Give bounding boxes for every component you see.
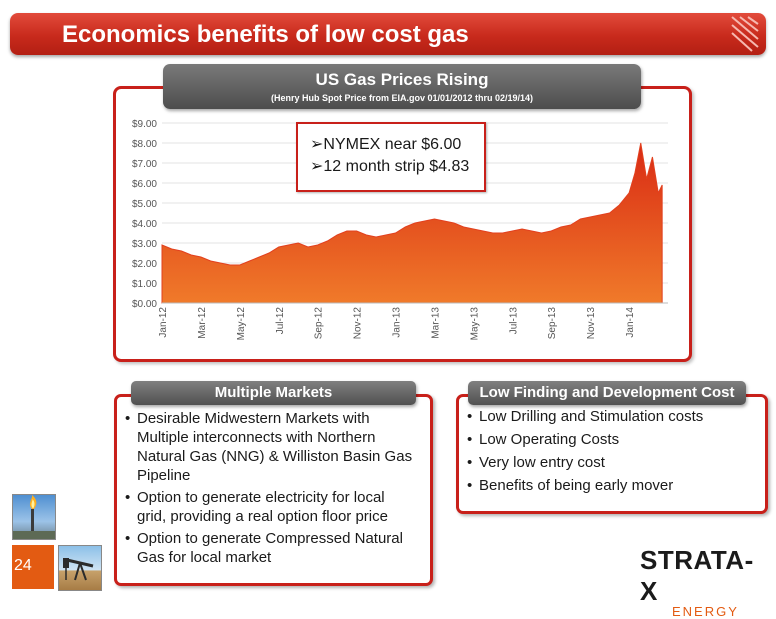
pumpjack-image <box>58 545 102 591</box>
list-item: Low Operating Costs <box>467 430 757 449</box>
pumpjack-icon <box>63 558 94 581</box>
slide-number-tile <box>12 545 54 589</box>
chart-title: US Gas Prices Rising <box>315 70 489 89</box>
y-tick-label: $4.00 <box>132 219 157 230</box>
callout-nymex: ➢NYMEX near $6.00 <box>310 136 462 153</box>
y-tick-label: $6.00 <box>132 179 157 190</box>
gas-flare-image <box>12 494 56 540</box>
price-area-series <box>161 142 663 304</box>
y-tick-label: $1.00 <box>132 279 157 290</box>
title-banner: Economics benefits of low cost gas <box>10 13 766 55</box>
x-tick-label: Jul-13 <box>508 307 519 335</box>
y-tick-label: $0.00 <box>132 299 157 310</box>
costs-header: Low Finding and Development Cost <box>468 381 746 405</box>
chart-subtitle: (Henry Hub Spot Price from EIA.gov 01/01… <box>270 93 534 103</box>
y-tick-label: $5.00 <box>132 199 157 210</box>
list-item: Very low entry cost <box>467 453 757 472</box>
list-item: Option to generate Compressed Natural Ga… <box>125 529 415 567</box>
list-item: Benefits of being early mover <box>467 476 757 495</box>
logo-main-text: STRATA-X <box>640 545 754 606</box>
x-tick-label: Jan-13 <box>392 307 403 338</box>
list-item: Desirable Midwestern Markets with Multip… <box>125 409 415 485</box>
y-tick-label: $3.00 <box>132 239 157 250</box>
price-callout: ➢NYMEX near $6.00 ➢12 month strip $4.83 <box>296 122 486 192</box>
list-item: Low Drilling and Stimulation costs <box>467 407 757 426</box>
x-tick-label: Jan-12 <box>158 307 169 338</box>
costs-list: Low Drilling and Stimulation costs Low O… <box>467 407 757 499</box>
x-tick-label: Nov-12 <box>353 307 364 340</box>
x-tick-label: Sep-13 <box>547 307 558 340</box>
markets-list: Desirable Midwestern Markets with Multip… <box>125 409 415 570</box>
banner-hatch-decoration <box>731 16 759 52</box>
slide-title: Economics benefits of low cost gas <box>62 21 469 48</box>
x-tick-label: Sep-12 <box>314 307 325 340</box>
x-tick-label: Nov-13 <box>586 307 597 340</box>
list-item: Option to generate electricity for local… <box>125 488 415 526</box>
strata-x-logo: STRATA-X ENERGY <box>640 545 760 619</box>
x-tick-label: Mar-13 <box>430 307 441 339</box>
x-tick-label: Jan-14 <box>625 307 636 338</box>
callout-strip: ➢12 month strip $4.83 <box>310 158 470 175</box>
y-tick-label: $2.00 <box>132 259 157 270</box>
y-tick-label: $9.00 <box>132 119 157 130</box>
chart-header: US Gas Prices Rising (Henry Hub Spot Pri… <box>163 64 641 109</box>
y-tick-label: $8.00 <box>132 139 157 150</box>
logo-sub-text: ENERGY <box>672 604 739 619</box>
y-tick-label: $7.00 <box>132 159 157 170</box>
slide-number: 24 <box>14 557 32 574</box>
x-tick-label: May-13 <box>469 307 480 341</box>
x-tick-label: May-12 <box>236 307 247 341</box>
gas-price-chart: $0.00 $1.00 $2.00 $3.00 $4.00 $5.00 $6.00 $7.00… <box>132 119 668 341</box>
markets-header: Multiple Markets <box>131 381 416 405</box>
x-tick-label: Mar-12 <box>197 307 208 339</box>
x-tick-label: Jul-12 <box>275 307 286 335</box>
flare-icon <box>13 495 55 539</box>
